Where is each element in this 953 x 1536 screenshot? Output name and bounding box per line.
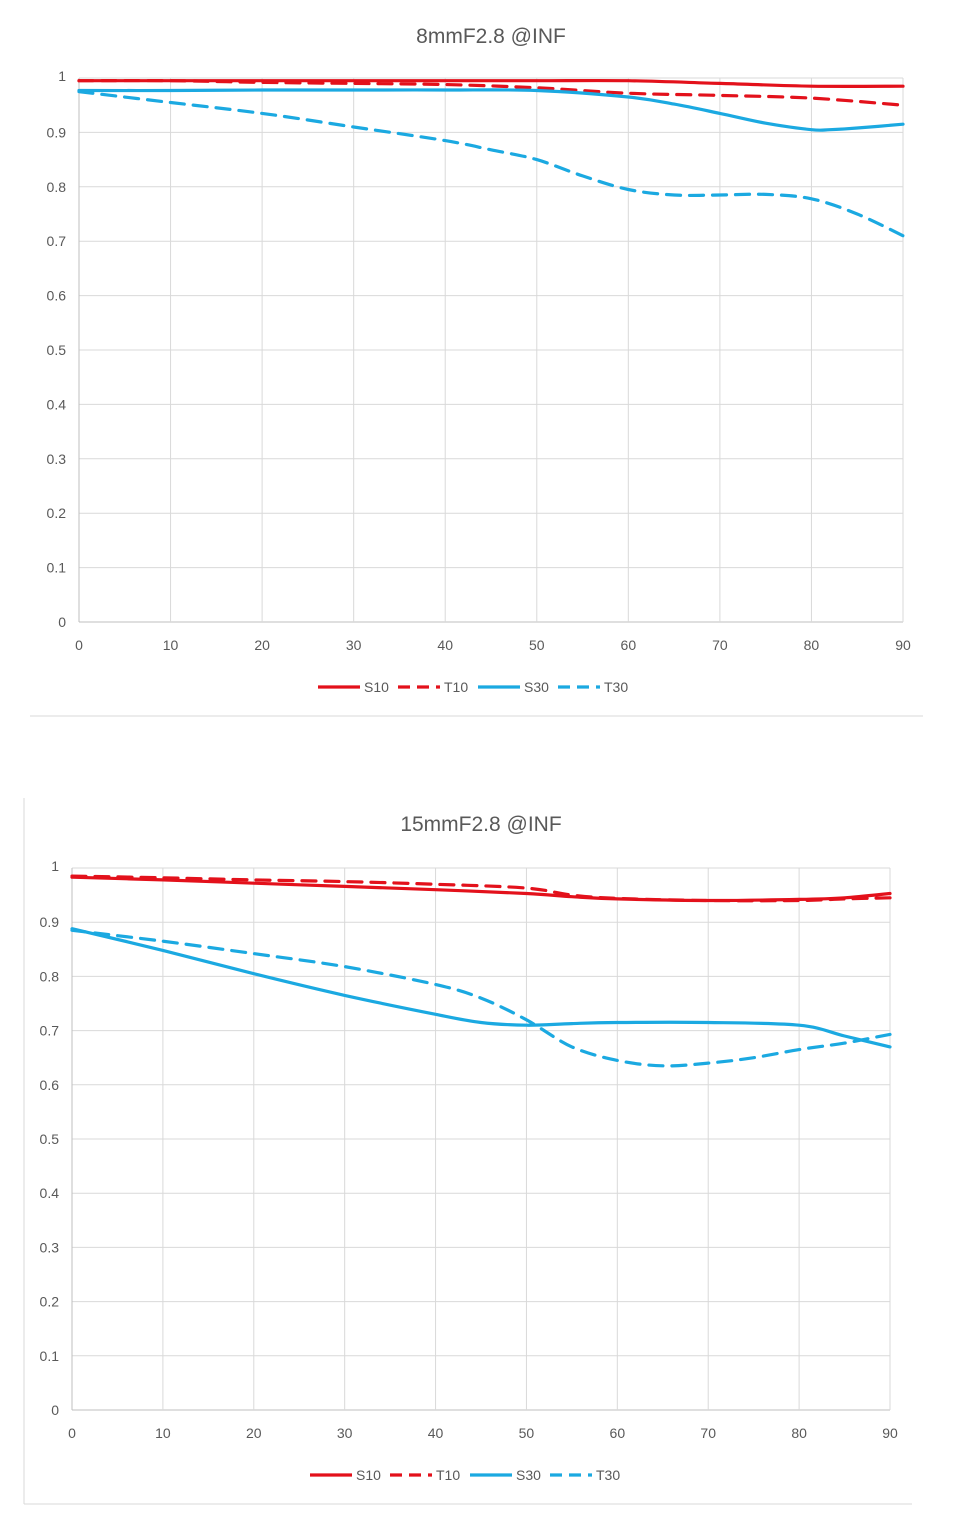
y-tick-label: 0.4 [47, 396, 67, 412]
x-tick-label: 40 [428, 1425, 444, 1441]
x-tick-label: 70 [712, 637, 728, 653]
x-tick-label: 50 [529, 637, 545, 653]
chart-15mm: 15mmF2.8 @INF 0 0.1 0.2 0.3 0.4 0.5 0.6 0.7 0.8 0.… [0, 790, 953, 1520]
legend-label-t30: T30 [596, 1467, 620, 1483]
legend-label-s10: S10 [356, 1467, 381, 1483]
y-tick-label: 0.3 [40, 1239, 60, 1255]
x-tick-label: 40 [437, 637, 453, 653]
legend-label-s30: S30 [516, 1467, 541, 1483]
y-tick-label: 0.8 [47, 179, 67, 195]
chart-title: 15mmF2.8 @INF [400, 813, 561, 836]
y-tick-label: 0.2 [40, 1294, 60, 1310]
x-tick-label: 0 [68, 1425, 76, 1441]
x-tick-label: 0 [75, 637, 83, 653]
x-tick-label: 80 [791, 1425, 807, 1441]
x-tick-label: 90 [895, 637, 911, 653]
x-tick-label: 20 [246, 1425, 262, 1441]
chart-15mm-svg: 15mmF2.8 @INF 0 0.1 0.2 0.3 0.4 0.5 0.6 0.7 0.8 0.… [23, 798, 912, 1505]
x-tick-label: 30 [346, 637, 362, 653]
y-tick-label: 0.3 [47, 451, 67, 467]
y-tick-label: 0.9 [40, 914, 60, 930]
legend-label-t30: T30 [604, 679, 628, 695]
y-tick-label: 0.5 [47, 342, 67, 358]
y-tick-label: 0.6 [47, 288, 67, 304]
legend-label-t10: T10 [444, 679, 468, 695]
series-line-s10 [70, 875, 892, 903]
x-tick-label: 50 [519, 1425, 535, 1441]
series-line-s30 [77, 88, 905, 132]
y-tick-label: 1 [58, 68, 66, 84]
series-line-s30 [70, 927, 892, 1049]
chart-title: 8mmF2.8 @INF [416, 25, 566, 48]
y-tick-label: 0.1 [47, 560, 67, 576]
x-tick-label: 20 [254, 637, 270, 653]
x-tick-label: 80 [804, 637, 820, 653]
legend-label-s30: S30 [524, 679, 549, 695]
x-tick-label: 90 [882, 1425, 898, 1441]
y-tick-label: 0.4 [40, 1185, 60, 1201]
y-tick-label: 0.6 [40, 1077, 60, 1093]
y-tick-label: 0.1 [40, 1348, 60, 1364]
chart-8mm-svg: 8mmF2.8 @INF 0 0.1 0.2 0.3 0.4 0.5 0.6 0.7 0.8 0.9… [30, 25, 923, 717]
y-tick-label: 0.2 [47, 505, 67, 521]
x-tick-label: 70 [700, 1425, 716, 1441]
legend-label-s10: S10 [364, 679, 389, 695]
y-tick-label: 0.7 [47, 233, 67, 249]
y-tick-label: 0.5 [40, 1131, 60, 1147]
series-line-t10 [70, 874, 892, 903]
y-tick-label: 0.7 [40, 1023, 60, 1039]
x-tick-label: 60 [610, 1425, 626, 1441]
x-tick-label: 30 [337, 1425, 353, 1441]
x-tick-label: 60 [621, 637, 637, 653]
legend-label-t10: T10 [436, 1467, 460, 1483]
y-tick-label: 0 [51, 1402, 59, 1418]
x-tick-label: 10 [155, 1425, 171, 1441]
y-tick-label: 0 [58, 614, 66, 630]
series-line-t30 [70, 928, 892, 1068]
series-line-t30 [77, 90, 905, 238]
y-tick-label: 1 [51, 858, 59, 874]
series-line-t10 [77, 78, 905, 107]
y-tick-label: 0.8 [40, 968, 60, 984]
chart-8mm: 8mmF2.8 @INF 0 0.1 0.2 0.3 0.4 0.5 0.6 0.7 0.8 0.9… [0, 0, 953, 730]
x-tick-label: 10 [163, 637, 179, 653]
y-tick-label: 0.9 [47, 124, 67, 140]
